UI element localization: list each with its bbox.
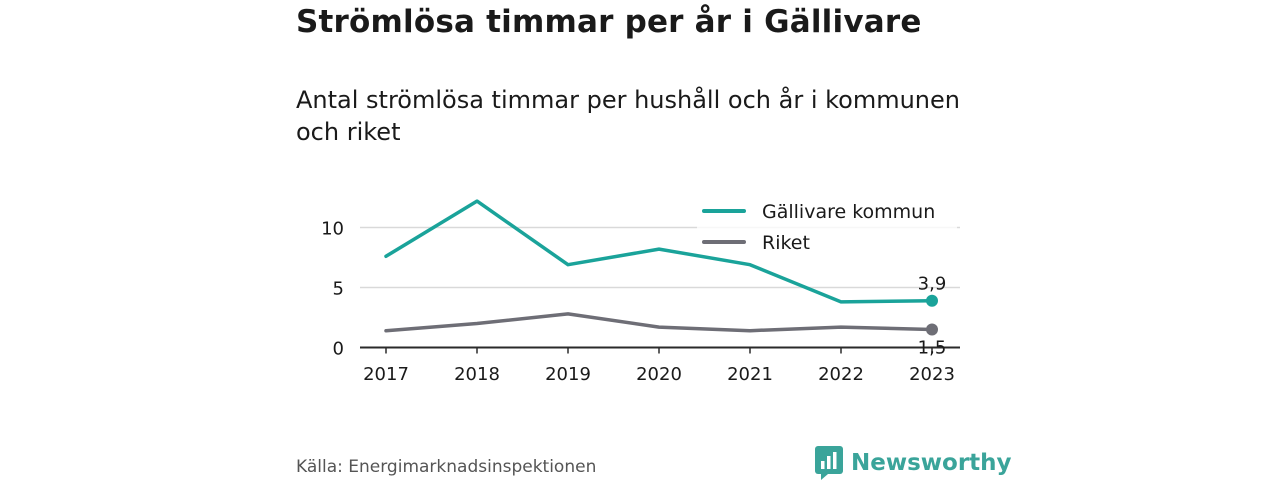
end-label: 3,9 <box>918 274 947 295</box>
series-line-1 <box>384 312 934 333</box>
end-label: 1,5 <box>918 338 947 359</box>
brand-name: Newsworthy <box>851 450 1012 476</box>
source-note: Källa: Energimarknadsinspektionen <box>296 457 597 477</box>
x-tick-label: 2018 <box>454 364 500 385</box>
x-tick-label: 2021 <box>727 364 773 385</box>
y-tick-label: 5 <box>333 279 344 300</box>
chart-title: Strömlösa timmar per år i Gällivare <box>296 4 922 40</box>
newsworthy-logo-icon <box>815 446 843 480</box>
legend-label: Riket <box>762 232 810 254</box>
y-tick-label: 10 <box>321 219 344 240</box>
x-tick-label: 2022 <box>818 364 864 385</box>
end-point-0 <box>926 294 938 307</box>
legend-background <box>697 195 957 260</box>
x-tick-label: 2020 <box>636 364 682 385</box>
y-tick-label: 0 <box>333 339 344 360</box>
end-point-1 <box>926 323 938 336</box>
end-labels: 3,9 1,5 <box>918 274 947 359</box>
brand-logo: Newsworthy <box>815 446 1012 480</box>
y-axis: 0 5 10 <box>321 219 344 360</box>
legend: Gällivare kommun Riket <box>697 195 957 260</box>
legend-label: Gällivare kommun <box>762 201 935 223</box>
x-tick-label: 2019 <box>545 364 591 385</box>
x-tick-label: 2017 <box>363 364 409 385</box>
series-line-0 <box>384 199 934 304</box>
series <box>384 199 938 336</box>
x-tick-label: 2023 <box>909 364 955 385</box>
x-axis: 2017 2018 2019 2020 2021 2022 2023 <box>363 347 955 385</box>
chart-subtitle: Antal strömlösa timmar per hushåll och å… <box>296 86 960 146</box>
